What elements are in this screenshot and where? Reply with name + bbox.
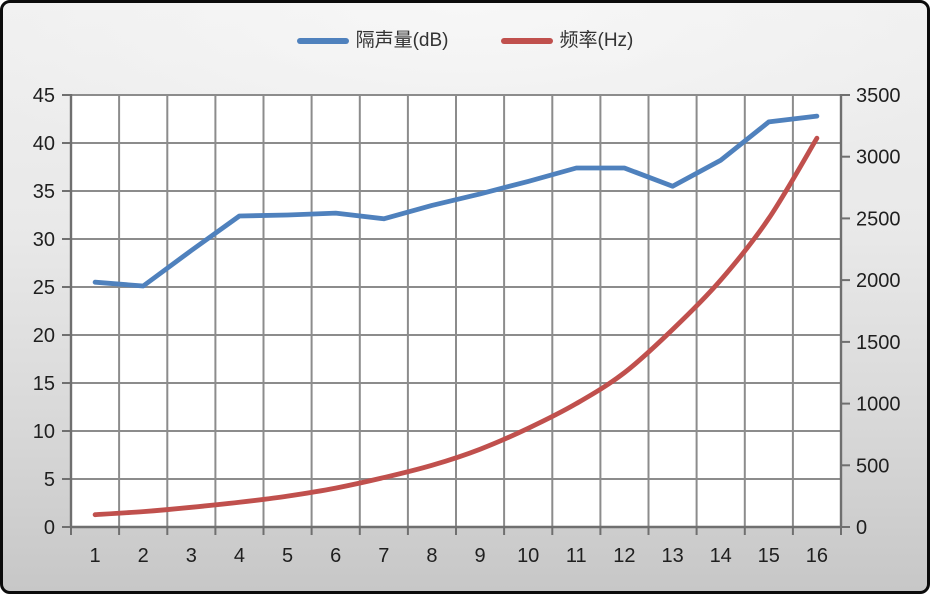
x-axis-tick-label: 14	[710, 545, 732, 567]
x-axis-tick-label: 7	[378, 545, 389, 567]
right-axis-tick-label: 2000	[856, 270, 901, 292]
left-axis-tick-label: 40	[33, 133, 55, 155]
x-axis-tick-label: 13	[661, 545, 683, 567]
legend-item-sound-insulation: 隔声量(dB)	[296, 30, 449, 51]
x-axis-tick-label: 5	[282, 545, 293, 567]
x-axis-tick-label: 6	[330, 545, 341, 567]
series-line-sound-insulation	[92, 113, 820, 289]
legend: 隔声量(dB) 频率(Hz)	[3, 31, 927, 50]
right-axis-tick-label: 2500	[856, 208, 901, 230]
x-axis-tick-label: 16	[806, 545, 828, 567]
x-axis-tick-label: 2	[138, 545, 149, 567]
plot-area: 0510152025303540450500100015002000250030…	[33, 85, 901, 567]
x-axis-tick-label: 8	[426, 545, 437, 567]
left-axis-tick-label: 15	[33, 373, 55, 395]
left-axis-tick-label: 0	[44, 517, 55, 539]
left-axis-tick-label: 35	[33, 181, 55, 203]
x-axis-tick-label: 9	[475, 545, 486, 567]
right-axis-tick-label: 1500	[856, 332, 901, 354]
right-axis-tick-label: 3500	[856, 85, 901, 107]
left-axis-tick-label: 30	[33, 229, 55, 251]
sound-insulation-line-swatch-icon	[296, 37, 349, 44]
x-axis-tick-label: 1	[90, 545, 101, 567]
right-axis-tick-label: 0	[856, 517, 867, 539]
frequency-line-swatch-icon	[500, 37, 553, 44]
left-axis-tick-label: 25	[33, 277, 55, 299]
series-line-frequency	[92, 135, 820, 518]
legend-item-frequency: 频率(Hz)	[500, 30, 634, 51]
right-axis-tick-label: 500	[856, 455, 889, 477]
x-axis-tick-label: 10	[517, 545, 539, 567]
right-axis-tick-label: 3000	[856, 147, 901, 169]
x-axis-tick-label: 12	[613, 545, 635, 567]
right-axis-tick-label: 1000	[856, 394, 901, 416]
left-axis-tick-label: 20	[33, 325, 55, 347]
left-axis-tick-label: 5	[44, 469, 55, 491]
x-axis-tick-label: 15	[758, 545, 780, 567]
left-axis-tick-label: 10	[33, 421, 55, 443]
legend-label-sound-insulation: 隔声量(dB)	[355, 30, 449, 51]
x-axis-tick-label: 4	[234, 545, 245, 567]
x-axis-tick-label: 11	[566, 545, 587, 567]
left-axis-tick-label: 45	[33, 85, 55, 107]
x-axis-tick-label: 3	[186, 545, 197, 567]
legend-label-frequency: 频率(Hz)	[559, 30, 634, 51]
